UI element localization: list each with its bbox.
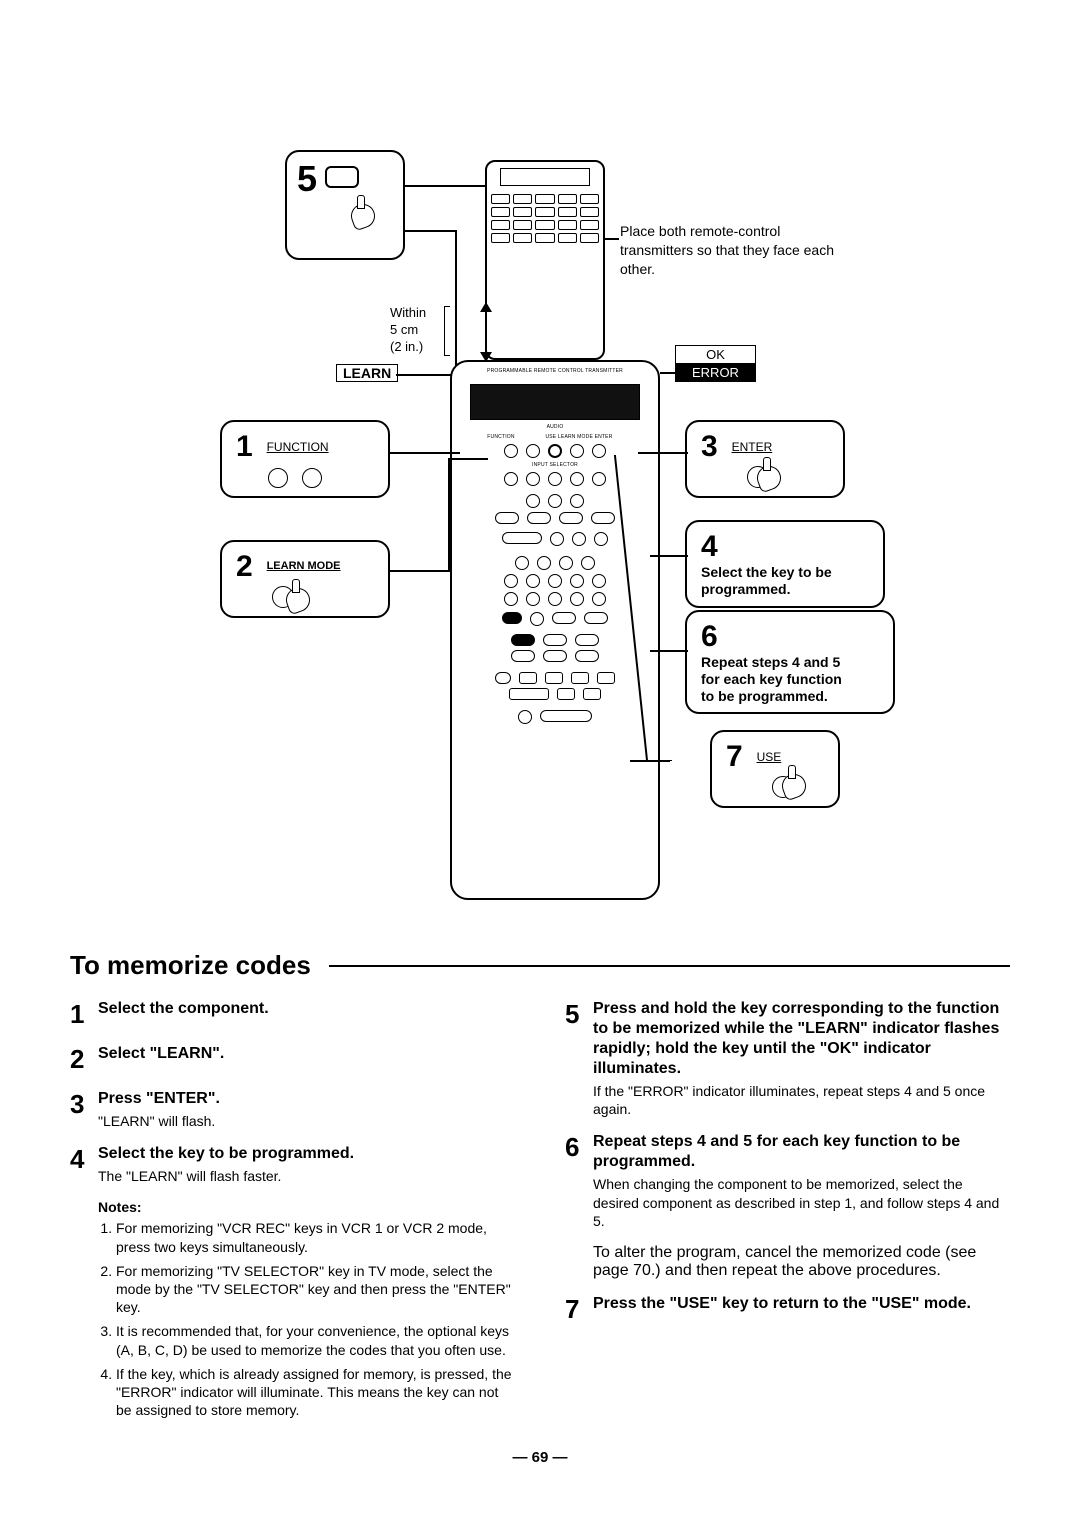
note-item: It is recommended that, for your conveni… — [116, 1322, 515, 1358]
remote-2-icon — [485, 160, 605, 360]
step-number: 3 — [70, 1089, 98, 1130]
connector-line — [390, 570, 450, 572]
callout-5: 5 — [285, 150, 405, 260]
callout-7-num: 7 — [726, 740, 743, 773]
step: 1 Select the component. — [70, 999, 515, 1030]
note-item: For memorizing "VCR REC" keys in VCR 1 o… — [116, 1219, 515, 1255]
section-title-text: To memorize codes — [70, 950, 311, 981]
step: 2 Select "LEARN". — [70, 1044, 515, 1075]
step: 5 Press and hold the key corresponding t… — [565, 999, 1010, 1118]
step-head: Press and hold the key corresponding to … — [593, 999, 1010, 1079]
step-number: 7 — [565, 1294, 593, 1325]
right-column: 5 Press and hold the key corresponding t… — [565, 999, 1010, 1425]
section-title: To memorize codes — [70, 950, 1010, 981]
callout-6: 6 Repeat steps 4 and 5 for each key func… — [685, 610, 895, 714]
callout-4-label: Select the key to be programmed. — [701, 564, 841, 598]
connector-line — [448, 458, 450, 572]
use-learn-label: USE LEARN MODE ENTER — [529, 434, 629, 440]
step-number: 1 — [70, 999, 98, 1030]
callout-1-label: FUNCTION — [267, 440, 329, 454]
page-number: — 69 — — [70, 1449, 1010, 1466]
step-desc: When changing the component to be memori… — [593, 1175, 1010, 1230]
callout-3-label: ENTER — [732, 440, 773, 454]
step-head: Select the key to be programmed. — [98, 1144, 354, 1164]
diagram-area: 5 Place both remote-control transmitters… — [90, 120, 990, 920]
connector-line — [605, 238, 619, 240]
callout-3: 3 ENTER — [685, 420, 845, 498]
within-line-3: (2 in.) — [390, 339, 423, 354]
step-head: Select "LEARN". — [98, 1044, 224, 1064]
connector-line — [638, 452, 688, 454]
connector-line — [448, 458, 488, 460]
function-label: FUNCTION — [481, 434, 521, 440]
hand-icon — [282, 584, 312, 614]
callout-2-num: 2 — [236, 550, 253, 583]
button-shape-icon — [325, 166, 359, 188]
callout-2: 2 LEARN MODE — [220, 540, 390, 618]
step-desc: The "LEARN" will flash faster. — [98, 1167, 354, 1185]
within-line-1: Within — [390, 305, 426, 320]
connector-line — [650, 650, 688, 652]
step-desc: "LEARN" will flash. — [98, 1112, 220, 1130]
step: 6 Repeat steps 4 and 5 for each key func… — [565, 1132, 1010, 1230]
step-head: Select the component. — [98, 999, 269, 1019]
connector-line — [660, 372, 678, 374]
within-label: Within 5 cm (2 in.) — [390, 305, 426, 356]
ok-label: OK — [676, 346, 755, 364]
hand-icon — [778, 770, 808, 800]
callout-1-num: 1 — [236, 430, 253, 463]
note-item: For memorizing "TV SELECTOR" key in TV m… — [116, 1262, 515, 1317]
callout-7-label: USE — [757, 750, 782, 764]
ok-error-box: OK ERROR — [675, 345, 756, 382]
connector-line — [650, 555, 688, 557]
connector-line — [630, 760, 670, 762]
callout-7: 7 USE — [710, 730, 840, 808]
connector-line — [396, 374, 451, 376]
remote-1-icon: PROGRAMMABLE REMOTE CONTROL TRANSMITTER … — [450, 360, 660, 900]
bracket-icon — [444, 306, 450, 356]
callout-5-num: 5 — [297, 158, 317, 200]
notes-list: For memorizing "VCR REC" keys in VCR 1 o… — [116, 1219, 515, 1419]
hr-line — [329, 965, 1010, 967]
callout-2-label: LEARN MODE — [267, 560, 341, 573]
callout-1: 1 FUNCTION — [220, 420, 390, 498]
hand-icon — [753, 462, 783, 492]
callout-4-num: 4 — [701, 530, 718, 563]
callout-6-num: 6 — [701, 620, 718, 653]
connector-line — [405, 230, 455, 232]
connector-line — [390, 452, 460, 454]
columns: 1 Select the component. 2 Select "LEARN"… — [70, 999, 1010, 1425]
step-number: 2 — [70, 1044, 98, 1075]
within-line-2: 5 cm — [390, 322, 418, 337]
notes-label: Notes: — [98, 1199, 515, 1215]
step-number: 6 — [565, 1132, 593, 1230]
step-desc: If the "ERROR" indicator illuminates, re… — [593, 1082, 1010, 1118]
learn-box-label: LEARN — [336, 364, 398, 382]
connector-line — [455, 230, 457, 370]
hand-icon — [347, 200, 377, 230]
callout-3-num: 3 — [701, 430, 718, 463]
callout-6-label: Repeat steps 4 and 5 for each key functi… — [701, 654, 851, 704]
step-head: Press the "USE" key to return to the "US… — [593, 1294, 971, 1314]
left-column: 1 Select the component. 2 Select "LEARN"… — [70, 999, 515, 1425]
step: 7 Press the "USE" key to return to the "… — [565, 1294, 1010, 1325]
callout-4: 4 Select the key to be programmed. — [685, 520, 885, 608]
connector-line — [485, 312, 487, 356]
step-head: Press "ENTER". — [98, 1089, 220, 1109]
step-number: 4 — [70, 1144, 98, 1185]
arrow-icon — [480, 302, 492, 312]
step: 3 Press "ENTER". "LEARN" will flash. — [70, 1089, 515, 1130]
step-head: Repeat steps 4 and 5 for each key functi… — [593, 1132, 1010, 1172]
step-number: 5 — [565, 999, 593, 1118]
connector-line — [405, 185, 485, 187]
extra-text: To alter the program, cancel the memoriz… — [593, 1244, 1010, 1280]
note-item: If the key, which is already assigned fo… — [116, 1365, 515, 1420]
audio-label: AUDIO — [452, 424, 658, 430]
step: 4 Select the key to be programmed. The "… — [70, 1144, 515, 1185]
error-label: ERROR — [676, 364, 755, 381]
place-text: Place both remote-control transmitters s… — [620, 222, 840, 279]
